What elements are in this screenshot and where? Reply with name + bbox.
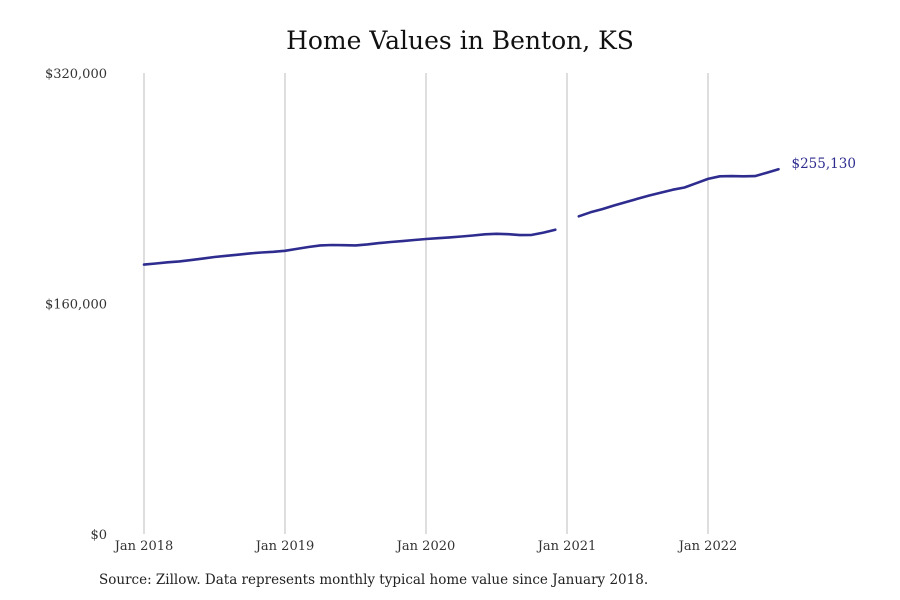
x-tick-label: Jan 2019 [254, 539, 315, 554]
chart-title: Home Values in Benton, KS [286, 26, 634, 55]
y-tick-label: $160,000 [45, 298, 107, 313]
x-tick-label: Jan 2021 [536, 539, 597, 554]
axis-ticks: Jan 2018 Jan 2019 Jan 2020 Jan 2021 Jan 2022… [45, 67, 737, 554]
x-tick-label: Jan 2018 [113, 539, 174, 554]
x-tick-label: Jan 2020 [395, 539, 456, 554]
series-lines [142, 167, 780, 266]
y-tick-label: $0 [90, 528, 107, 543]
x-tick-label: Jan 2022 [677, 539, 738, 554]
end-value-label: $255,130 [792, 156, 856, 172]
series-line [577, 167, 780, 218]
grid-lines [143, 73, 709, 534]
series-line [142, 228, 557, 266]
source-note: Source: Zillow. Data represents monthly … [99, 572, 649, 588]
y-tick-label: $320,000 [45, 67, 107, 82]
